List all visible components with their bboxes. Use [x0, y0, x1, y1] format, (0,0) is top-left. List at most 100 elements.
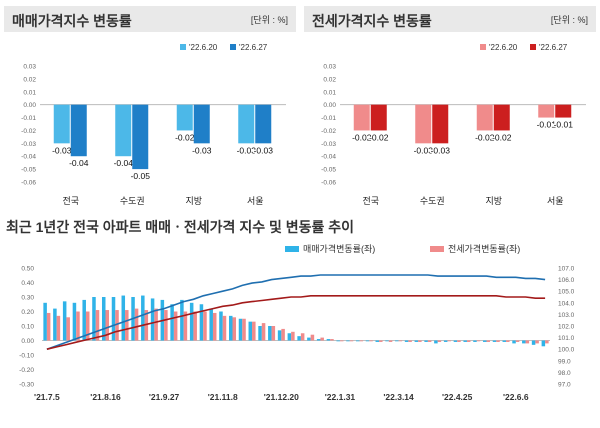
- sale-legend-label-0: '22.6.20: [189, 43, 218, 52]
- jeonse-bar-1-0: [415, 104, 432, 144]
- sale-bar-1-0: [115, 104, 132, 157]
- trend-sale-bar-33: [365, 340, 370, 342]
- trend-sale-bar-45: [482, 340, 487, 342]
- jeonse-bar-0-1: [370, 104, 387, 131]
- trend-right-tick-3: 104.0: [558, 300, 575, 307]
- sale-value-label-0-1: -0.04: [69, 158, 89, 168]
- trend-sale-bar-51: [541, 340, 546, 347]
- jeonse-ytick-0: 0.03: [323, 64, 336, 71]
- sale-change-title: 매매가격지수 변동률: [12, 13, 132, 29]
- trend-jeonse-bar-24: [281, 328, 285, 341]
- sale-change-header: 매매가격지수 변동률 [단위 : %]: [4, 6, 296, 32]
- sale-ytick-9: -0.06: [21, 180, 36, 187]
- trend-sale-bar-24: [277, 330, 282, 341]
- sale-change-bar-chart: '22.6.20 '22.6.27 0.03 0.02 0.01 0.00 -0.01 -0.…: [21, 43, 286, 206]
- trend-jeonse-bar-14: [183, 311, 188, 341]
- trend-left-tick-6: -0.10: [19, 353, 34, 360]
- trend-left-tick-4: 0.10: [21, 324, 34, 331]
- trend-left-tick-3: 0.20: [21, 309, 34, 316]
- trend-sale-bar-28: [316, 339, 321, 341]
- trend-sale-bar-48: [512, 340, 516, 344]
- trend-jeonse-bar-7: [115, 310, 119, 341]
- trend-jeonse-bar-50: [535, 340, 539, 344]
- trend-sale-bar-47: [502, 340, 507, 342]
- trend-sale-bar-13: [170, 304, 174, 341]
- trend-jeonse-bar-3: [76, 311, 80, 341]
- trend-sale-bar-19: [228, 315, 233, 341]
- trend-jeonse-bar-38: [418, 340, 422, 342]
- jeonse-value-label-0-1: -0.02: [369, 132, 389, 142]
- trend-jeonse-bar-46: [496, 340, 500, 342]
- sale-bar-1-1: [132, 104, 149, 170]
- jeonse-category-3: 서울: [547, 196, 564, 206]
- trend-right-tick-9: 98.0: [558, 370, 571, 377]
- jeonse-ytick-3: 0.00: [323, 102, 336, 109]
- trend-jeonse-bar-34: [379, 340, 383, 342]
- trend-jeonse-bar-39: [427, 340, 432, 342]
- trend-sale-index-line: [46, 274, 546, 350]
- trend-sale-bar-25: [287, 333, 292, 341]
- jeonse-ytick-7: -0.04: [321, 154, 336, 161]
- trend-sale-bar-2: [62, 301, 67, 341]
- jeonse-bar-1-1: [432, 104, 449, 144]
- trend-sale-bar-31: [346, 340, 350, 342]
- trend-jeonse-bar-48: [515, 340, 520, 342]
- trend-legend-label-1: 전세가격변동률(좌): [448, 243, 520, 254]
- trend-sale-bar-43: [463, 340, 467, 342]
- sale-ytick-4: -0.01: [21, 115, 36, 122]
- trend-legend-swatch-0: [285, 246, 299, 252]
- trend-right-tick-7: 100.0: [558, 347, 575, 354]
- trend-xtick-7: '22.4.25: [442, 392, 473, 402]
- sale-category-0: 전국: [62, 196, 79, 206]
- trend-jeonse-bar-32: [359, 340, 364, 342]
- trend-sale-bar-26: [297, 336, 301, 341]
- sale-ytick-0: 0.03: [23, 64, 36, 71]
- trend-jeonse-bar-45: [486, 340, 491, 342]
- trend-jeonse-bar-36: [398, 340, 403, 342]
- trend-sale-bar-0: [43, 302, 47, 341]
- jeonse-change-title: 전세가격지수 변동률: [312, 13, 432, 29]
- trend-jeonse-bar-6: [105, 310, 110, 341]
- jeonse-change-unit: [단위 : %]: [550, 15, 588, 25]
- trend-sale-bar-4: [82, 299, 86, 341]
- trend-jeonse-bar-47: [506, 340, 510, 342]
- trend-jeonse-bar-22: [261, 323, 266, 341]
- sale-ytick-6: -0.03: [21, 141, 36, 148]
- trend-jeonse-bar-17: [212, 312, 217, 341]
- sale-ytick-5: -0.02: [21, 128, 36, 135]
- trend-right-tick-2: 105.0: [558, 289, 575, 296]
- trend-jeonse-bar-15: [193, 311, 197, 341]
- trend-sale-bar-10: [141, 295, 145, 341]
- trend-jeonse-bar-11: [154, 308, 158, 341]
- trend-sale-bar-42: [453, 340, 458, 342]
- trend-jeonse-bar-27: [310, 334, 315, 341]
- jeonse-ytick-2: 0.01: [323, 89, 336, 96]
- jeonse-change-panel: 전세가격지수 변동률 [단위 : %] '22.6.20 '22.6.27 0.03…: [304, 6, 596, 214]
- trend-jeonse-bar-43: [466, 340, 471, 342]
- sale-ytick-1: 0.02: [23, 76, 36, 83]
- trend-jeonse-bar-2: [66, 317, 70, 341]
- jeonse-legend-swatch-0: [480, 44, 486, 50]
- sale-bar-0-1: [70, 104, 87, 157]
- sale-bar-2-0: [176, 104, 193, 131]
- jeonse-category-1: 수도권: [420, 195, 445, 206]
- trend-jeonse-index-line: [46, 294, 546, 350]
- trend-jeonse-bar-49: [525, 340, 530, 344]
- trend-xtick-1: '21.8.16: [90, 392, 121, 402]
- trend-sale-bar-38: [414, 340, 419, 342]
- trend-jeonse-bar-12: [164, 310, 168, 341]
- trend-sale-bar-15: [189, 302, 194, 341]
- jeonse-ytick-5: -0.02: [321, 128, 336, 135]
- trend-jeonse-bar-31: [349, 340, 354, 342]
- trend-xtick-6: '22.3.14: [383, 392, 414, 402]
- trend-jeonse-bar-29: [330, 339, 334, 341]
- trend-right-tick-1: 106.0: [558, 277, 575, 284]
- trend-jeonse-bar-25: [291, 331, 295, 341]
- trend-jeonse-bar-20: [242, 318, 246, 341]
- trend-sale-bar-27: [307, 337, 311, 341]
- trend-jeonse-bar-4: [85, 311, 90, 341]
- jeonse-category-2: 지방: [485, 196, 502, 206]
- trend-right-tick-8: 99.0: [558, 358, 571, 365]
- trend-sale-bar-44: [473, 340, 477, 342]
- trend-jeonse-bar-21: [252, 321, 256, 341]
